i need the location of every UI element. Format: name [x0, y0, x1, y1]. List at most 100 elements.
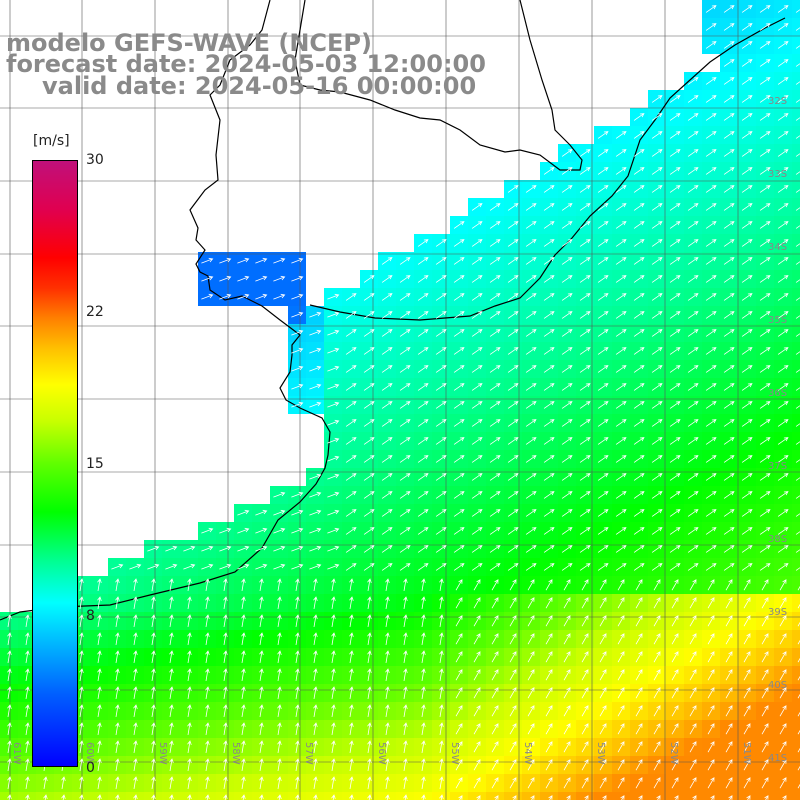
wind-arrow	[779, 651, 787, 663]
wind-arrow	[151, 632, 156, 645]
wind-arrow	[435, 275, 447, 283]
wind-arrow	[563, 723, 571, 735]
wind-arrow	[331, 632, 336, 645]
wind-arrow	[331, 596, 336, 609]
wind-arrow	[759, 239, 771, 247]
wind-arrow	[7, 668, 12, 681]
wind-arrow	[741, 5, 753, 13]
wind-arrow	[151, 776, 156, 789]
wind-arrow	[25, 614, 30, 627]
wind-arrow	[439, 650, 444, 663]
wind-arrow	[133, 596, 138, 609]
wind-arrow	[169, 740, 174, 753]
wind-arrow	[494, 795, 499, 800]
wind-arrow	[579, 473, 591, 481]
wind-arrow	[723, 545, 735, 553]
wind-arrow	[687, 293, 699, 301]
wind-arrow	[435, 509, 447, 517]
wind-cell	[486, 792, 504, 800]
wind-arrow	[689, 687, 697, 699]
longitude-label: 52W	[668, 742, 679, 765]
wind-arrow	[723, 77, 735, 85]
forecast-date: forecast date: 2024-05-03 12:00:00	[6, 50, 486, 78]
wind-arrow	[223, 704, 228, 717]
wind-arrow	[651, 257, 663, 265]
wind-arrow	[615, 221, 627, 229]
wind-arrow	[795, 279, 800, 283]
wind-arrow	[687, 95, 699, 103]
wind-arrow	[309, 329, 322, 336]
wind-arrow	[291, 257, 304, 264]
wind-arrow	[777, 491, 789, 499]
wind-arrow	[385, 686, 390, 699]
wind-arrow	[743, 777, 751, 789]
wind-cell	[648, 792, 666, 800]
wind-arrow	[309, 545, 322, 552]
wind-arrow	[435, 455, 447, 463]
wind-arrow	[669, 491, 681, 499]
wind-arrow	[797, 675, 800, 681]
wind-arrow	[507, 239, 519, 247]
wind-arrow	[597, 329, 609, 337]
wind-arrow	[349, 794, 354, 800]
wind-arrow	[651, 329, 663, 337]
wind-arrow	[507, 419, 519, 427]
wind-arrow	[617, 651, 625, 663]
wind-arrow	[561, 383, 573, 391]
wind-arrow	[563, 687, 571, 699]
wind-arrow	[421, 794, 426, 800]
wind-arrow	[277, 722, 282, 735]
wind-arrow	[345, 473, 357, 481]
wind-cell	[792, 612, 800, 630]
wind-arrow	[561, 293, 573, 301]
wind-arrow	[455, 579, 463, 591]
wind-arrow	[367, 722, 372, 735]
wind-arrow	[597, 365, 609, 373]
wind-arrow	[689, 633, 697, 645]
wind-arrow	[381, 563, 393, 571]
wind-arrow	[417, 365, 429, 373]
wind-arrow	[367, 776, 372, 789]
wind-arrow	[777, 239, 789, 247]
wind-arrow	[79, 596, 84, 609]
wind-arrow	[723, 293, 735, 301]
wind-arrow	[599, 597, 607, 609]
wind-arrow	[385, 794, 390, 800]
wind-arrow	[97, 632, 102, 645]
wind-arrow	[687, 527, 699, 535]
wind-arrow	[525, 401, 537, 409]
wind-arrow	[689, 579, 697, 591]
wind-arrow	[615, 455, 627, 463]
wind-arrow	[133, 740, 138, 753]
wind-arrow	[489, 509, 501, 517]
wind-arrow	[759, 221, 771, 229]
wind-arrow	[381, 545, 393, 553]
wind-arrow	[653, 741, 661, 753]
wind-arrow	[561, 311, 573, 319]
wind-arrow	[741, 293, 753, 301]
wind-arrow	[473, 633, 481, 645]
wind-arrow	[453, 455, 465, 463]
wind-arrow	[687, 329, 699, 337]
wind-arrow	[489, 383, 501, 391]
wind-arrow	[187, 578, 192, 591]
wind-arrow	[363, 311, 375, 319]
wind-arrow	[671, 579, 679, 591]
wind-arrow	[795, 63, 800, 67]
wind-arrow	[633, 167, 645, 175]
wind-arrow	[669, 527, 681, 535]
wind-arrow	[597, 149, 609, 157]
wind-arrow	[581, 741, 589, 753]
wind-arrow	[723, 149, 735, 157]
wind-cell	[792, 738, 800, 756]
wind-arrow	[403, 578, 408, 591]
wind-arrow	[381, 365, 393, 373]
wind-arrow	[545, 597, 553, 609]
wind-arrow	[779, 597, 787, 609]
wind-arrow	[435, 329, 447, 337]
wind-arrow	[381, 275, 393, 283]
wind-arrow	[707, 633, 715, 645]
wind-arrow	[741, 77, 753, 85]
wind-arrow	[237, 293, 250, 300]
wind-arrow	[129, 563, 142, 570]
